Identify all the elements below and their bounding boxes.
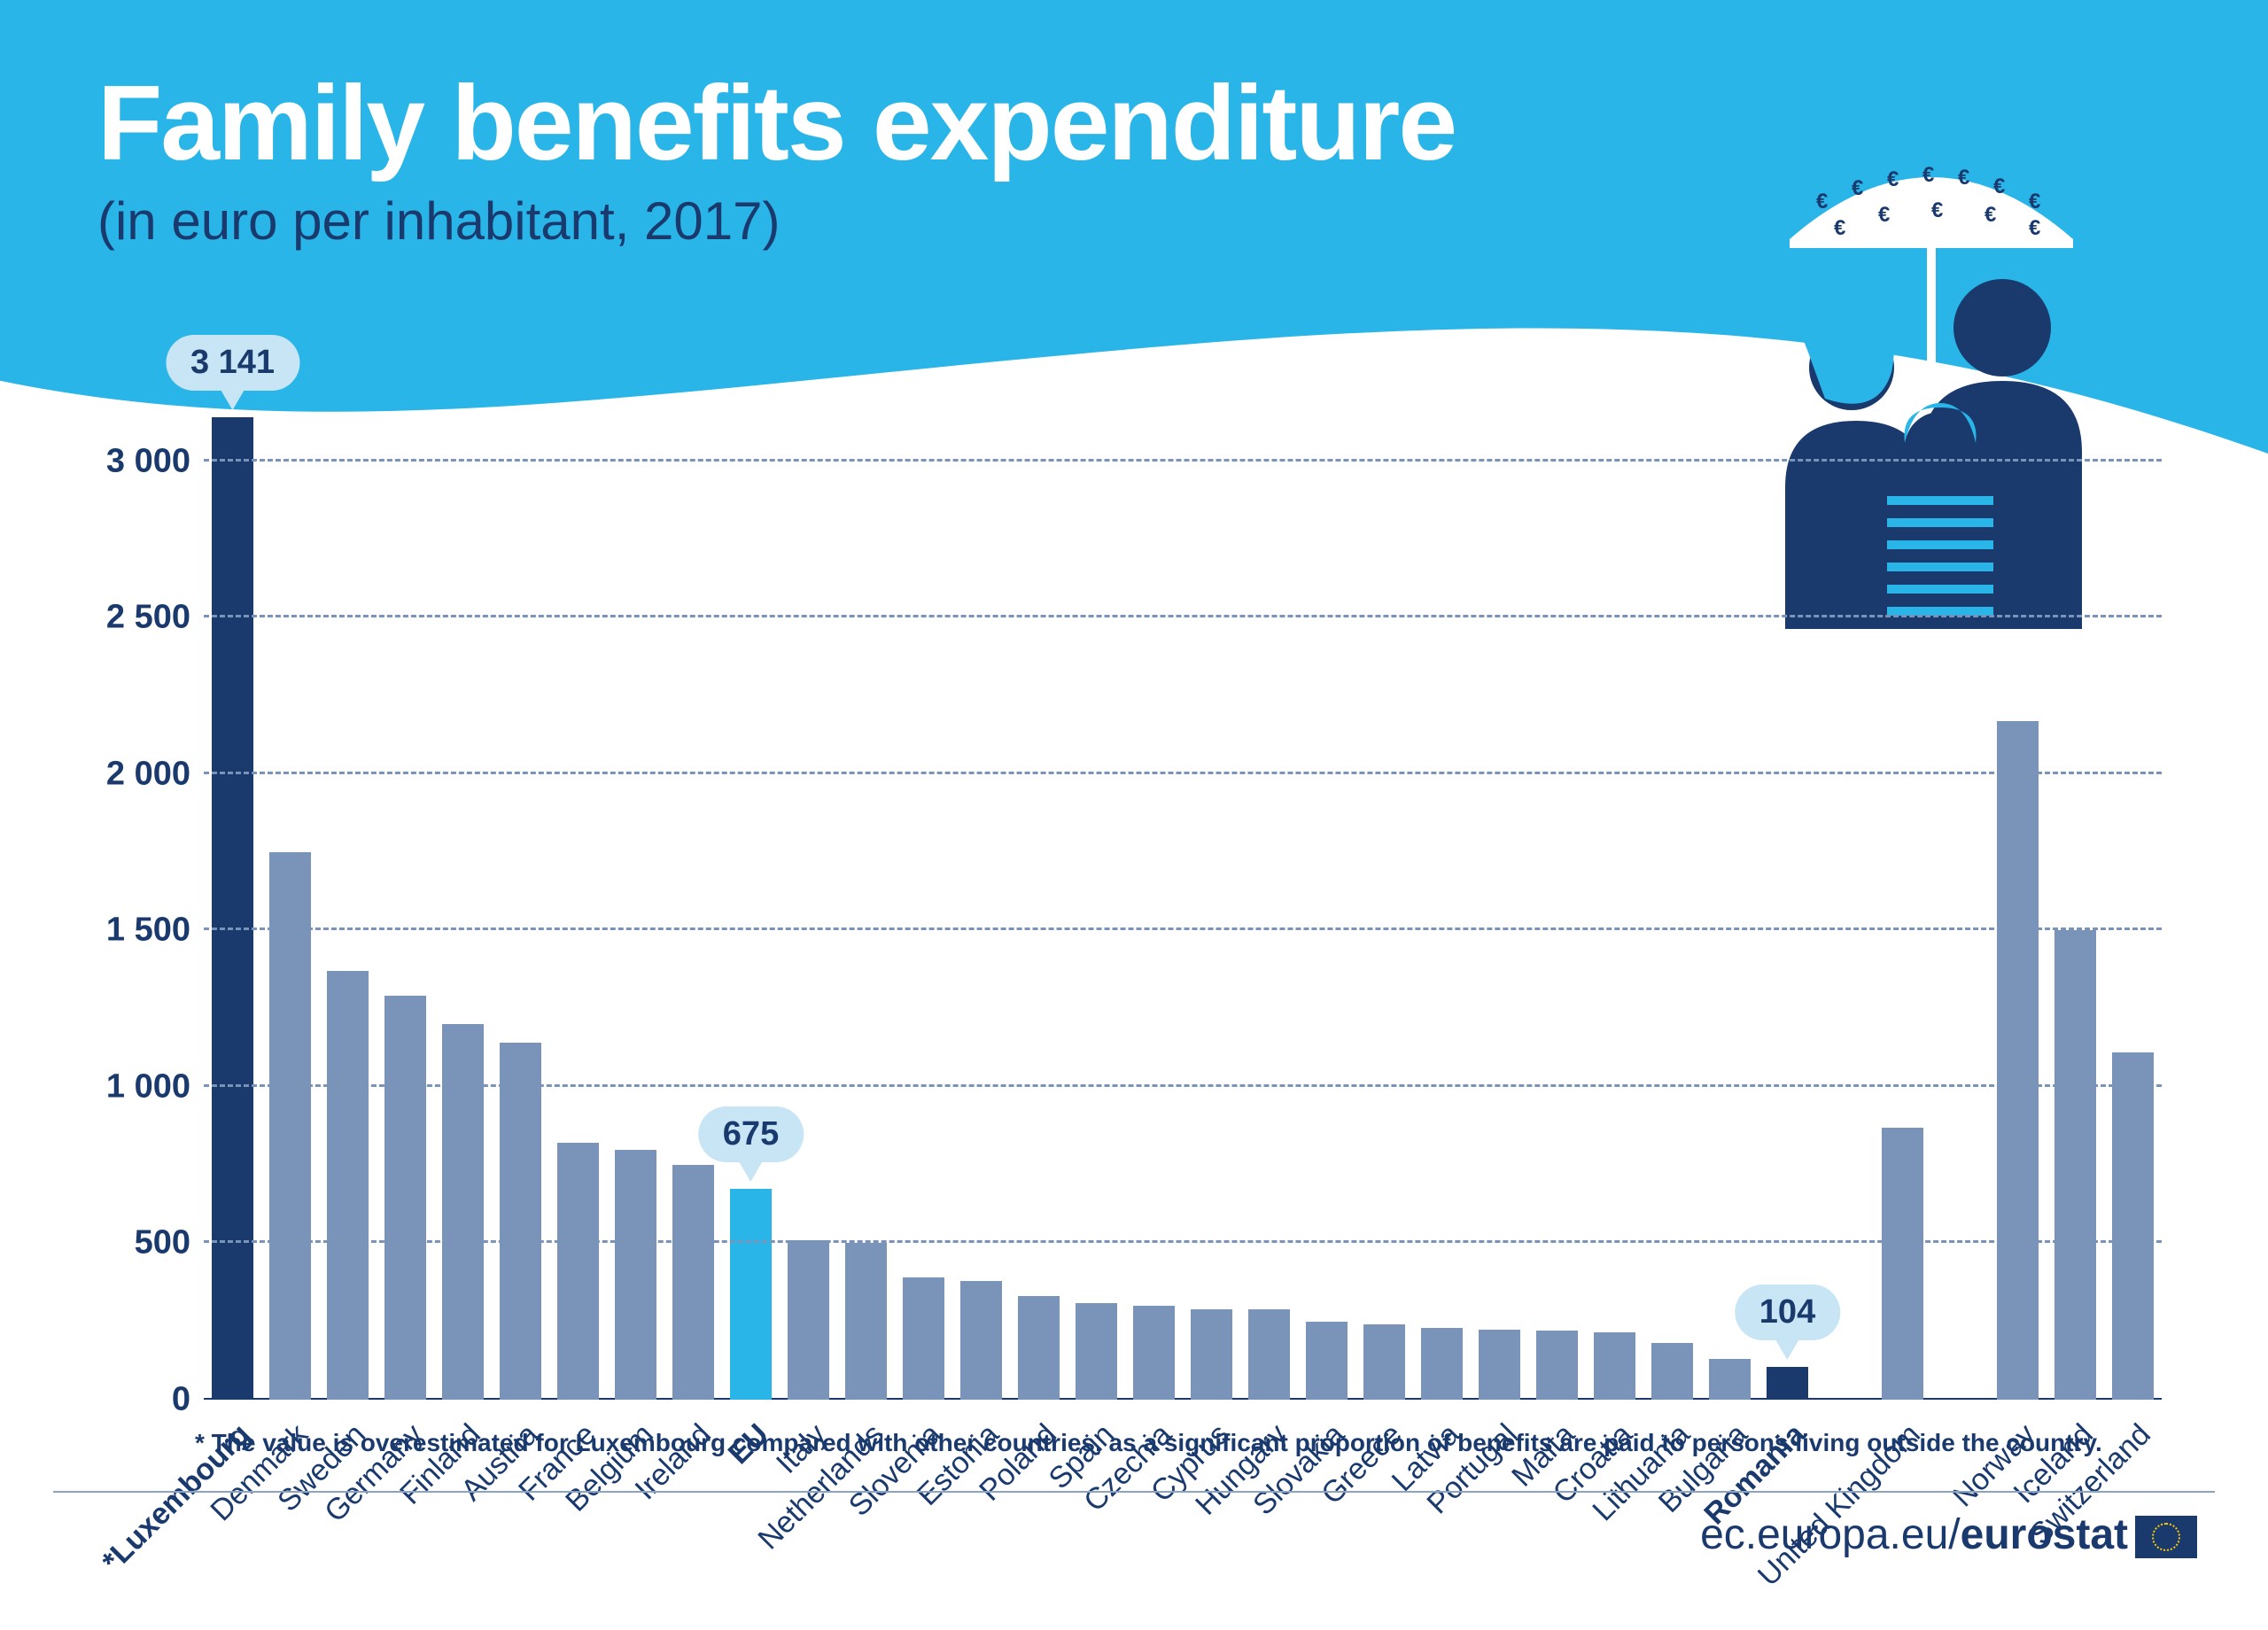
bar (845, 1243, 887, 1400)
callout-bubble: 104 (1735, 1285, 1840, 1340)
callout-tail (221, 389, 245, 410)
svg-text:€: € (1887, 167, 1899, 191)
bar (269, 852, 311, 1400)
bar (384, 996, 426, 1400)
svg-text:€: € (1958, 166, 1969, 190)
bar (788, 1240, 829, 1400)
svg-text:€: € (1834, 216, 1845, 240)
y-tick-label: 2 000 (93, 755, 190, 793)
svg-text:€: € (1878, 203, 1890, 227)
footer-url-brand: eurostat (1961, 1511, 2128, 1558)
svg-text:€: € (1984, 203, 1996, 227)
value-callout: 3 141 (166, 335, 299, 391)
svg-text:€: € (1993, 175, 2005, 198)
footer-divider (53, 1491, 2215, 1493)
chart-subtitle: (in euro per inhabitant, 2017) (97, 190, 781, 252)
bar (1536, 1331, 1578, 1400)
infographic-page: Family benefits expenditure (in euro per… (0, 0, 2268, 1603)
bars-container (204, 399, 2162, 1400)
footer-attribution: ec.europa.eu/eurostat (1700, 1510, 2197, 1559)
bar (1363, 1324, 1405, 1400)
bar (903, 1277, 944, 1400)
bar (1767, 1367, 1808, 1400)
footer-url-prefix: ec.europa.eu/ (1700, 1511, 1961, 1558)
bar (212, 417, 253, 1400)
y-tick-label: 2 500 (93, 599, 190, 637)
bar (615, 1150, 656, 1401)
eu-flag-icon (2135, 1516, 2197, 1558)
grid-line (204, 1084, 2162, 1087)
y-tick-label: 0 (93, 1381, 190, 1419)
bar (500, 1043, 541, 1400)
bar (1882, 1128, 1923, 1400)
bar (1997, 721, 2039, 1400)
bar (1191, 1309, 1232, 1400)
y-tick-label: 3 000 (93, 442, 190, 480)
value-callout: 675 (698, 1106, 804, 1162)
bar (1594, 1332, 1635, 1400)
bar (1421, 1328, 1463, 1400)
bar (960, 1281, 1002, 1400)
bar (1248, 1309, 1290, 1400)
bar (1651, 1343, 1693, 1400)
svg-text:€: € (1922, 163, 1934, 187)
svg-text:€: € (1852, 176, 1863, 200)
bar (327, 971, 369, 1400)
svg-text:€: € (2029, 216, 2040, 240)
bar-chart: 05001 0001 5002 0002 5003 000 *Luxembour… (97, 399, 2162, 1400)
bar (2054, 930, 2096, 1400)
callout-tail (739, 1160, 764, 1182)
bar (1076, 1303, 1117, 1400)
bar (557, 1143, 599, 1400)
bar (442, 1024, 484, 1400)
plot-area: 05001 0001 5002 0002 5003 000 (204, 399, 2162, 1400)
footnote-text: * The value is overestimated for Luxembo… (195, 1429, 2102, 1457)
bar (1709, 1359, 1751, 1400)
svg-text:€: € (1816, 190, 1828, 213)
callout-bubble: 675 (698, 1106, 804, 1162)
svg-text:€: € (1931, 198, 1943, 222)
callout-tail (1775, 1339, 1800, 1360)
bar (1133, 1306, 1175, 1400)
bar (1018, 1296, 1060, 1400)
y-tick-label: 1 000 (93, 1067, 190, 1106)
grid-line (204, 772, 2162, 774)
bar (1479, 1330, 1520, 1400)
svg-text:€: € (2029, 190, 2040, 213)
grid-line (204, 928, 2162, 930)
value-callout: 104 (1735, 1285, 1840, 1340)
bar (2112, 1052, 2154, 1400)
grid-line (204, 1240, 2162, 1243)
y-tick-label: 1 500 (93, 912, 190, 950)
bar (672, 1165, 714, 1400)
bar (1306, 1322, 1348, 1400)
chart-title: Family benefits expenditure (97, 62, 1456, 184)
bar (730, 1189, 772, 1400)
grid-line (204, 615, 2162, 617)
y-tick-label: 500 (93, 1224, 190, 1262)
callout-bubble: 3 141 (166, 335, 299, 391)
grid-line (204, 459, 2162, 462)
